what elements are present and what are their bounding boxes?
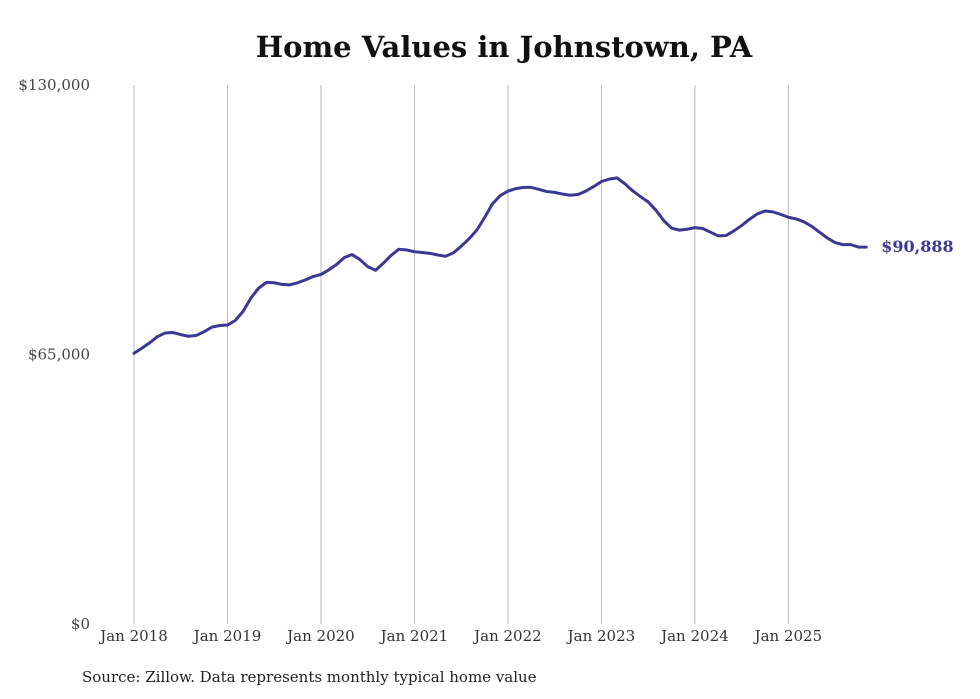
x-tick-label: Jan 2023 [566,627,636,645]
x-tick-label: Jan 2022 [472,627,542,645]
x-tick-label: Jan 2018 [98,627,168,645]
source-note: Source: Zillow. Data represents monthly … [82,668,537,686]
end-value-label: $90,888 [881,237,953,256]
chart-title: Home Values in Johnstown, PA [255,30,753,64]
y-tick-label: $0 [71,615,90,633]
y-tick-label: $65,000 [28,346,90,364]
x-tick-label: Jan 2024 [659,627,729,645]
series-line [132,176,868,355]
x-tick-label: Jan 2025 [753,627,823,645]
x-axis-ticks: Jan 2018 Jan 2019 Jan 2020 Jan 2021 Jan 2022… [98,627,822,645]
x-tick-label: Jan 2020 [285,627,355,645]
x-tick-label: Jan 2019 [192,627,262,645]
grid-lines [133,85,789,624]
y-axis-ticks: $0 $65,000 $130,000 [18,76,90,633]
x-tick-label: Jan 2021 [379,627,449,645]
y-tick-label: $130,000 [18,76,90,94]
